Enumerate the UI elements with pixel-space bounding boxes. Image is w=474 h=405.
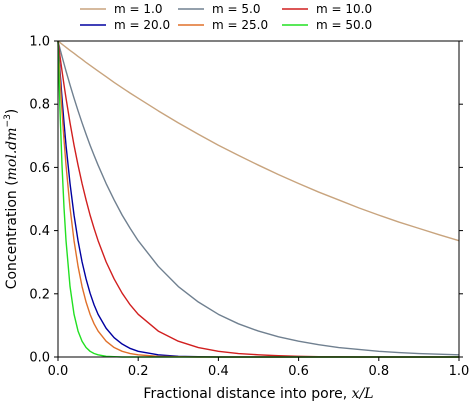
x-tick-label-2: 0.4	[208, 364, 229, 379]
legend-label-4: m = 25.0	[212, 18, 268, 32]
y-tick-label-3: 0.6	[29, 161, 50, 176]
x-tick-label-3: 0.6	[288, 364, 309, 379]
y-tick-label-1: 0.2	[29, 287, 50, 302]
series-line-0	[57, 40, 460, 242]
x-axis-ticks: 0.0 0.2 0.4 0.6 0.8 1.0	[48, 357, 470, 379]
x-axis-label: Fractional distance into pore, x/L	[143, 386, 373, 402]
y-tick-label-4: 0.8	[29, 98, 50, 113]
legend-label-1: m = 5.0	[212, 2, 260, 16]
y-axis-label: Concentration (mol.dm−3)	[3, 109, 20, 290]
legend-label-5: m = 50.0	[316, 18, 372, 32]
series-line-3	[57, 40, 459, 358]
y-tick-label-5: 1.0	[29, 35, 50, 50]
x-tick-label-5: 1.0	[449, 364, 470, 379]
series-line-5	[57, 40, 459, 358]
legend-label-2: m = 10.0	[316, 2, 372, 16]
legend-label-3: m = 20.0	[114, 18, 170, 32]
series-line-1	[57, 40, 460, 356]
x-tick-label-0: 0.0	[48, 364, 69, 379]
y-axis-ticks: 0.0 0.2 0.4 0.6 0.8 1.0	[29, 35, 463, 366]
series-line-4	[57, 40, 459, 358]
plot-frame	[57, 40, 460, 358]
y-tick-label-2: 0.4	[29, 224, 50, 239]
x-tick-label-1: 0.2	[128, 364, 149, 379]
series-line-2	[57, 40, 459, 358]
y-tick-label-0: 0.0	[29, 351, 50, 366]
series-layer	[57, 40, 460, 358]
legend-label-0: m = 1.0	[114, 2, 162, 16]
legend: m = 1.0 m = 5.0 m = 10.0 m = 20.0 m = 25.0 m …	[80, 2, 372, 32]
x-tick-label-4: 0.8	[368, 364, 389, 379]
